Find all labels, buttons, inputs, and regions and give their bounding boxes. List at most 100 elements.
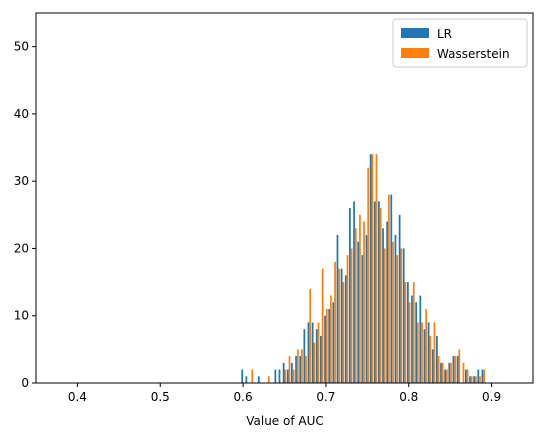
bar-lr-24 xyxy=(361,255,364,383)
bar-lr-36 xyxy=(411,295,413,383)
bar-wasserstein-35 xyxy=(417,322,419,383)
bar-wasserstein-15 xyxy=(334,261,336,383)
bar-wasserstein-31 xyxy=(400,248,403,383)
bar-wasserstein-50 xyxy=(479,376,481,383)
bar-wasserstein-16 xyxy=(338,268,341,383)
bar-wasserstein-44 xyxy=(454,356,457,383)
bar-wasserstein-6 xyxy=(296,349,299,383)
plot-frame xyxy=(35,12,534,384)
bar-lr-17 xyxy=(332,302,335,383)
bar-wasserstein-14 xyxy=(330,295,332,383)
bar-wasserstein-51 xyxy=(483,369,486,383)
bar-wasserstein-21 xyxy=(359,214,361,383)
bar-wasserstein-32 xyxy=(404,282,407,383)
bar-lr-47 xyxy=(456,356,459,383)
bar-wasserstein-26 xyxy=(379,208,382,383)
legend-label-wasserstein: Wasserstein xyxy=(437,47,510,61)
bar-lr-41 xyxy=(431,349,434,383)
bar-wasserstein-9 xyxy=(309,288,312,383)
bar-wasserstein-49 xyxy=(475,376,477,383)
bar-lr-2 xyxy=(257,376,260,383)
bar-lr-26 xyxy=(369,154,372,383)
bar-lr-13 xyxy=(315,329,318,383)
bar-lr-28 xyxy=(378,201,380,383)
bar-wasserstein-48 xyxy=(470,376,473,383)
bar-wasserstein-11 xyxy=(317,322,320,383)
bar-lr-37 xyxy=(415,302,418,383)
bar-lr-25 xyxy=(365,235,368,383)
bar-lr-18 xyxy=(336,235,339,383)
bar-lr-33 xyxy=(398,214,401,383)
bar-lr-43 xyxy=(440,362,442,383)
bar-wasserstein-25 xyxy=(375,154,378,383)
x-tick-label: 0.9 xyxy=(482,390,501,404)
bar-wasserstein-24 xyxy=(371,154,374,383)
bar-lr-40 xyxy=(427,322,430,383)
x-tick-label: 0.4 xyxy=(68,390,87,404)
bar-lr-45 xyxy=(448,362,451,383)
bar-wasserstein-20 xyxy=(354,228,357,383)
bar-wasserstein-17 xyxy=(342,282,345,383)
bar-wasserstein-41 xyxy=(441,362,444,383)
bar-lr-38 xyxy=(419,295,422,383)
bar-lr-39 xyxy=(423,329,426,383)
bar-wasserstein-12 xyxy=(321,268,324,383)
legend-swatch-wasserstein xyxy=(401,48,429,58)
legend-swatch-lr xyxy=(401,28,429,38)
bar-wasserstein-19 xyxy=(350,248,353,383)
legend: LR Wasserstein xyxy=(392,18,528,68)
bar-lr-30 xyxy=(386,221,389,383)
bar-wasserstein-33 xyxy=(408,302,411,383)
bar-wasserstein-7 xyxy=(301,349,303,383)
bar-lr-19 xyxy=(340,268,343,383)
bar-lr-8 xyxy=(295,356,297,383)
bar-wasserstein-46 xyxy=(462,362,465,383)
bar-lr-34 xyxy=(402,248,405,383)
bar-lr-15 xyxy=(324,315,326,383)
bar-lr-9 xyxy=(299,356,302,383)
bar-wasserstein-23 xyxy=(367,167,370,383)
y-tick-label: 30 xyxy=(14,174,29,188)
bar-wasserstein-37 xyxy=(425,309,428,383)
bar-lr-44 xyxy=(444,369,447,383)
bar-wasserstein-10 xyxy=(313,342,316,383)
y-tick-label: 20 xyxy=(14,241,29,255)
axes-layer: 0.4 0.5 0.6 0.7 0.8 0.9 0 10 20 30 40 50 xyxy=(14,12,534,404)
x-tick-label: 0.7 xyxy=(316,390,335,404)
bar-lr-49 xyxy=(469,376,471,383)
bar-lr-31 xyxy=(390,194,393,383)
bar-wasserstein-8 xyxy=(305,356,307,383)
bar-lr-7 xyxy=(291,362,293,383)
bar-lr-23 xyxy=(357,241,360,383)
x-axis-label: Value of AUC xyxy=(246,414,324,428)
bar-wasserstein-34 xyxy=(412,282,415,383)
bar-wasserstein-22 xyxy=(363,221,365,383)
bar-wasserstein-45 xyxy=(458,349,461,383)
bar-wasserstein-18 xyxy=(346,255,349,383)
bar-wasserstein-29 xyxy=(392,241,394,383)
bar-wasserstein-13 xyxy=(325,309,328,383)
bar-lr-32 xyxy=(394,235,397,383)
bar-lr-12 xyxy=(311,322,314,383)
bar-wasserstein-47 xyxy=(466,369,469,383)
bar-lr-10 xyxy=(303,329,306,383)
bar-lr-35 xyxy=(407,282,409,383)
bar-lr-16 xyxy=(328,309,331,383)
bar-lr-0 xyxy=(241,369,244,383)
bar-lr-21 xyxy=(349,208,351,383)
y-tick-label: 0 xyxy=(21,376,29,390)
bar-wasserstein-42 xyxy=(446,369,448,383)
bar-lr-51 xyxy=(477,369,480,383)
bar-lr-46 xyxy=(452,356,455,383)
bar-lr-29 xyxy=(382,228,384,383)
x-tick-label: 0.8 xyxy=(399,390,418,404)
bar-wasserstein-27 xyxy=(383,248,386,383)
bar-wasserstein-5 xyxy=(292,369,295,383)
bar-wasserstein-30 xyxy=(396,255,399,383)
bar-wasserstein-4 xyxy=(288,356,291,383)
bar-wasserstein-1 xyxy=(251,369,254,383)
bar-lr-22 xyxy=(353,201,355,383)
legend-label-lr: LR xyxy=(437,27,452,41)
x-tick-label: 0.6 xyxy=(234,390,253,404)
